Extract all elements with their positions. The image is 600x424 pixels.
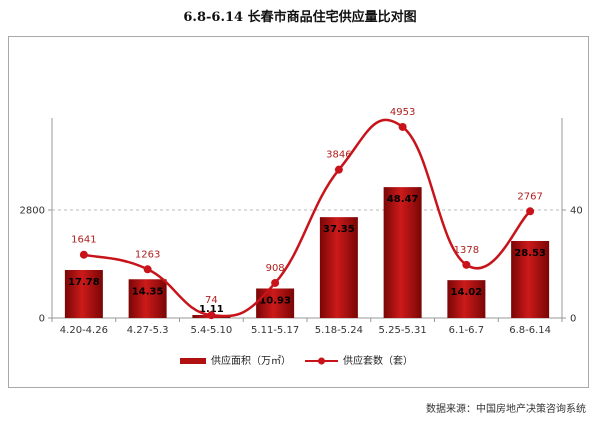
legend-bar-label: 供应面积（万㎡） — [211, 354, 291, 367]
right-tick-label: 40 — [570, 206, 583, 217]
bar — [256, 288, 295, 318]
x-tick-label: 6.8-6.14 — [509, 325, 551, 336]
line-data-label: 908 — [266, 263, 285, 274]
bar-data-label: 48.47 — [387, 194, 419, 205]
line-data-label: 74 — [205, 295, 218, 306]
legend-bar-swatch — [180, 358, 206, 364]
line-point — [526, 207, 535, 216]
bar-data-label: 14.35 — [132, 286, 164, 297]
left-tick-label: 0 — [39, 314, 45, 325]
x-tick-label: 4.27-5.3 — [127, 325, 169, 336]
legend-line-marker — [318, 357, 325, 365]
legend-line-label: 供应套数（套） — [343, 354, 413, 367]
bar — [128, 279, 167, 318]
series-line — [83, 118, 531, 318]
line-point — [334, 165, 343, 174]
x-tick-label: 5.11-5.17 — [251, 325, 299, 336]
line-data-label: 1263 — [135, 249, 160, 260]
line-data-label: 1641 — [71, 235, 96, 246]
line-point — [398, 122, 407, 131]
x-tick-label: 4.20-4.26 — [60, 325, 108, 336]
x-tick-label: 6.1-6.7 — [449, 325, 484, 336]
line-point — [207, 311, 216, 320]
data-source-note: 数据来源：中国房地产决策咨询系统 — [426, 404, 586, 415]
line-data-label: 4953 — [390, 107, 415, 118]
chart-title: 6.8-6.14 长春市商品住宅供应量比对图 — [183, 10, 417, 25]
bar-data-label: 37.35 — [323, 224, 355, 235]
chart-frame — [8, 36, 589, 388]
line-point — [79, 250, 88, 259]
line-point — [143, 265, 152, 274]
bar — [447, 280, 486, 318]
line-data-label: 1378 — [454, 245, 479, 256]
bar-data-label: 28.53 — [514, 248, 546, 259]
x-tick-label: 5.25-5.31 — [379, 325, 427, 336]
bar — [64, 269, 103, 318]
left-tick-label: 2800 — [20, 206, 45, 217]
line-data-label: 3846 — [326, 150, 351, 161]
line-point — [271, 278, 280, 287]
x-tick-label: 5.18-5.24 — [315, 325, 363, 336]
bar-data-label: 14.02 — [451, 287, 483, 298]
bar — [319, 217, 358, 318]
bar-data-label: 10.93 — [259, 295, 291, 306]
bar-data-label: 17.78 — [68, 277, 100, 288]
x-tick-label: 5.4-5.10 — [190, 325, 232, 336]
right-tick-label: 0 — [570, 314, 576, 325]
bar — [383, 187, 422, 318]
bar — [511, 240, 550, 318]
line-data-label: 2767 — [517, 191, 542, 202]
bar-data-label: 1.11 — [199, 304, 224, 315]
line-point — [462, 260, 471, 269]
